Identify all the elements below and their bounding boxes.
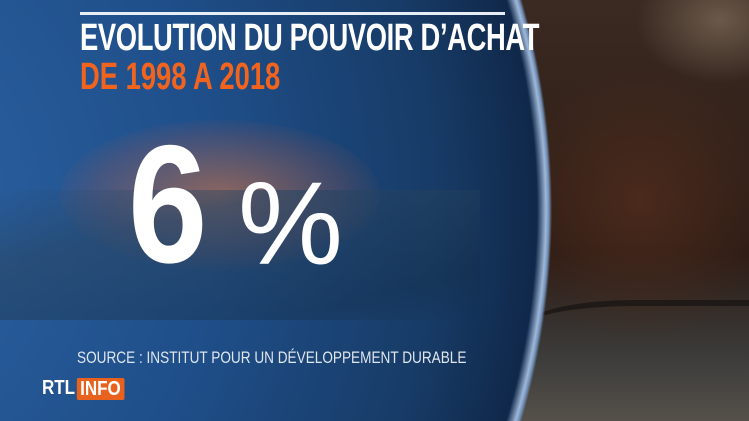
graphic-title: EVOLUTION DU POUVOIR D’ACHAT <box>80 17 540 59</box>
big-value: 6 <box>128 110 208 298</box>
percent-sign: % <box>238 158 343 290</box>
logo-rtl: RTL <box>42 377 76 399</box>
graphic-subtitle: DE 1998 A 2018 <box>80 56 281 98</box>
background-roof <box>0 190 480 320</box>
source-caption: SOURCE : INSTITUT POUR UN DÉVELOPPEMENT … <box>77 348 467 367</box>
rtl-info-logo: RTL INFO <box>42 377 125 400</box>
title-rule <box>80 12 505 15</box>
logo-info: INFO <box>76 377 125 400</box>
